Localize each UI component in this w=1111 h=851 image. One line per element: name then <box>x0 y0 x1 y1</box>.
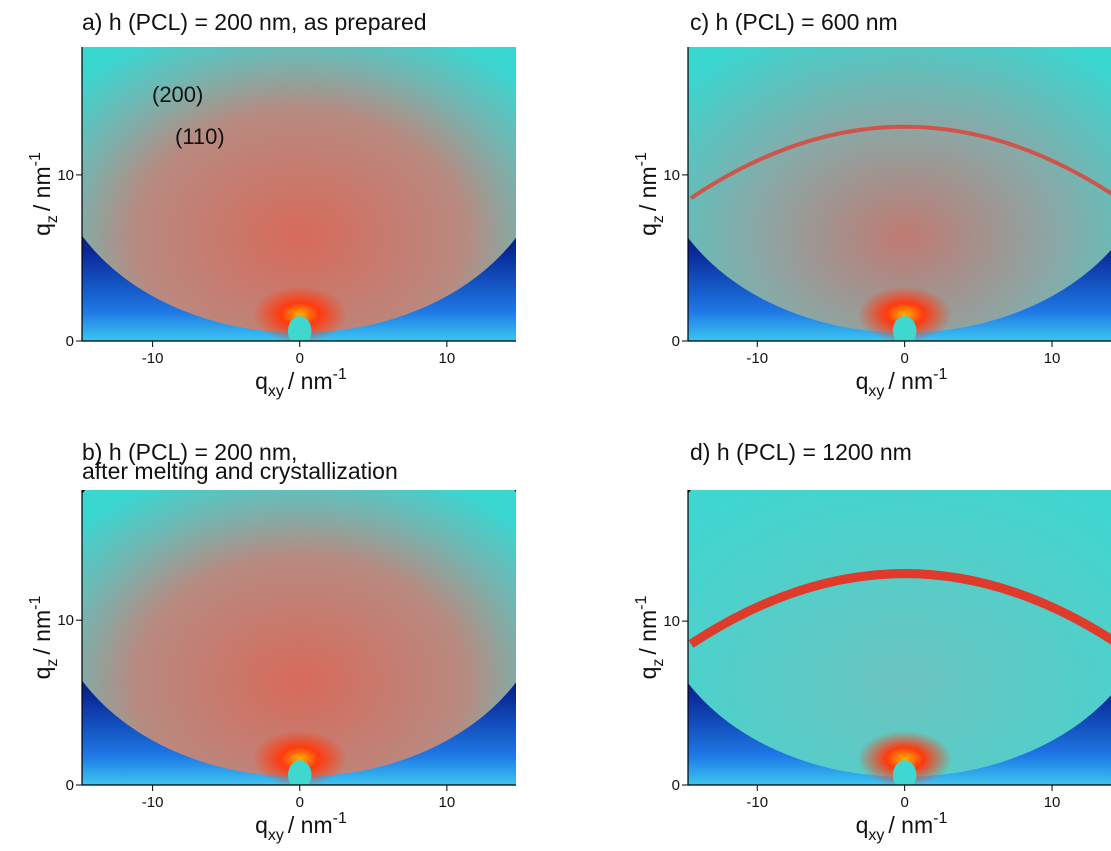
axis-label: qxy / nm-1 <box>255 810 347 844</box>
label-subscript: z <box>650 659 667 667</box>
x-tick-label: 10 <box>439 350 456 367</box>
y-tick-label: 10 <box>57 612 74 629</box>
x-tick-label: -10 <box>746 794 768 811</box>
x-tick-label: 0 <box>900 794 908 811</box>
label-superscript: -1 <box>933 366 947 383</box>
panel: b) h (PCL) = 200 nm,after melting and cr… <box>27 439 516 844</box>
detector-image <box>82 490 516 785</box>
x-tick-label: 10 <box>439 794 456 811</box>
label-superscript: -1 <box>633 152 650 166</box>
label-subscript: xy <box>268 383 284 400</box>
x-tick-label: 0 <box>296 794 304 811</box>
hot-spot <box>252 730 347 785</box>
panel-title: c) h (PCL) = 600 nm <box>690 9 898 35</box>
panel: a) h (PCL) = 200 nm, as prepared -10 0 10 0 1… <box>27 9 516 400</box>
x-tick-label: -10 <box>142 350 164 367</box>
scattering-ring <box>689 124 1111 200</box>
label-subscript: z <box>650 215 667 223</box>
detector-image <box>688 490 1111 785</box>
x-tick-label: 0 <box>900 350 908 367</box>
label-symbol: q <box>255 812 268 838</box>
annotation: (110) <box>175 124 225 149</box>
detector-area <box>688 47 1111 333</box>
axis-label: qz / nm-1 <box>27 152 61 236</box>
detector-area <box>688 490 1111 777</box>
label-unit: / nm <box>888 812 933 838</box>
beam-stop <box>287 760 312 785</box>
panel-title: d) h (PCL) = 1200 nm <box>690 439 912 465</box>
detector-image <box>82 47 516 341</box>
panel-title: b) h (PCL) = 200 nm, <box>82 439 297 465</box>
label-symbol: q <box>635 667 661 680</box>
x-tick-label: 0 <box>296 350 304 367</box>
label-symbol: q <box>29 667 55 680</box>
x-tick-label: 10 <box>1044 794 1061 811</box>
y-tick-label: 10 <box>57 167 74 184</box>
label-subscript: xy <box>868 383 884 400</box>
label-subscript: xy <box>868 827 884 844</box>
beam-stop <box>892 316 917 341</box>
label-superscript: -1 <box>333 366 347 383</box>
label-symbol: q <box>29 223 55 236</box>
x-tick-label: -10 <box>746 350 768 367</box>
label-superscript: -1 <box>333 810 347 827</box>
label-unit: / nm <box>288 812 333 838</box>
label-unit: / nm <box>288 368 333 394</box>
panel-title: a) h (PCL) = 200 nm, as prepared <box>82 9 427 35</box>
beam-stop <box>892 760 917 785</box>
detector-area <box>82 490 516 777</box>
axis-label: qz / nm-1 <box>633 596 667 680</box>
label-unit: / nm <box>29 610 55 655</box>
axis-label: qz / nm-1 <box>633 152 667 236</box>
detector-image <box>688 47 1111 341</box>
label-symbol: q <box>856 368 869 394</box>
label-symbol: q <box>635 223 661 236</box>
y-tick-label: 0 <box>66 333 74 350</box>
label-unit: / nm <box>635 610 661 655</box>
label-superscript: -1 <box>27 596 44 610</box>
label-unit: / nm <box>29 166 55 211</box>
label-symbol: q <box>255 368 268 394</box>
axis-label: qxy / nm-1 <box>856 810 948 844</box>
panel-title: after melting and crystallization <box>82 458 398 484</box>
y-tick-label: 0 <box>66 777 74 794</box>
label-superscript: -1 <box>633 596 650 610</box>
label-subscript: z <box>44 659 61 667</box>
annotation: (200) <box>152 82 203 107</box>
axis-label: qxy / nm-1 <box>856 366 948 400</box>
y-tick-label: 0 <box>672 333 680 350</box>
axis-label: qz / nm-1 <box>27 596 61 680</box>
label-subscript: z <box>44 215 61 223</box>
hot-spot <box>252 286 347 341</box>
x-tick-label: 10 <box>1044 350 1061 367</box>
y-tick-label: 10 <box>663 167 680 184</box>
label-unit: / nm <box>888 368 933 394</box>
label-symbol: q <box>856 812 869 838</box>
x-tick-label: -10 <box>142 794 164 811</box>
scattering-ring <box>688 569 1111 648</box>
y-tick-label: 10 <box>663 613 680 630</box>
label-superscript: -1 <box>27 152 44 166</box>
y-tick-label: 0 <box>672 777 680 794</box>
hot-spot <box>857 730 952 785</box>
detector-area <box>82 47 516 333</box>
label-superscript: -1 <box>933 810 947 827</box>
hot-spot <box>857 286 952 341</box>
axis-label: qxy / nm-1 <box>255 366 347 400</box>
label-unit: / nm <box>635 166 661 211</box>
beam-stop <box>287 316 312 341</box>
label-subscript: xy <box>268 827 284 844</box>
